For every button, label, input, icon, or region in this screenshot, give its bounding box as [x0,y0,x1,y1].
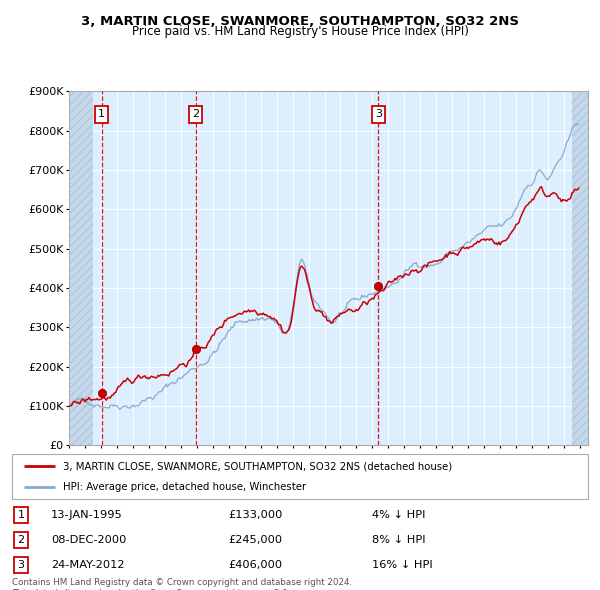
FancyBboxPatch shape [12,454,588,499]
Text: 3, MARTIN CLOSE, SWANMORE, SOUTHAMPTON, SO32 2NS (detached house): 3, MARTIN CLOSE, SWANMORE, SOUTHAMPTON, … [62,461,452,471]
Text: £406,000: £406,000 [228,560,282,569]
Bar [69,91,93,445]
Text: Price paid vs. HM Land Registry's House Price Index (HPI): Price paid vs. HM Land Registry's House … [131,25,469,38]
Text: 16% ↓ HPI: 16% ↓ HPI [372,560,433,569]
Text: 1: 1 [98,110,105,119]
Text: 8% ↓ HPI: 8% ↓ HPI [372,535,425,545]
Text: 24-MAY-2012: 24-MAY-2012 [51,560,125,569]
Text: 3: 3 [17,560,25,569]
Text: 4% ↓ HPI: 4% ↓ HPI [372,510,425,520]
Text: £133,000: £133,000 [228,510,283,520]
Bar [572,91,588,445]
Bar [572,91,588,445]
Text: HPI: Average price, detached house, Winchester: HPI: Average price, detached house, Winc… [62,481,306,491]
Text: 1: 1 [17,510,25,520]
Text: 3: 3 [375,110,382,119]
Text: 13-JAN-1995: 13-JAN-1995 [51,510,123,520]
Text: 08-DEC-2000: 08-DEC-2000 [51,535,127,545]
Text: £245,000: £245,000 [228,535,282,545]
Text: 2: 2 [17,535,25,545]
Bar [69,91,93,445]
Text: Contains HM Land Registry data © Crown copyright and database right 2024.
This d: Contains HM Land Registry data © Crown c… [12,578,352,590]
Text: 3, MARTIN CLOSE, SWANMORE, SOUTHAMPTON, SO32 2NS: 3, MARTIN CLOSE, SWANMORE, SOUTHAMPTON, … [81,15,519,28]
Text: 2: 2 [192,110,199,119]
